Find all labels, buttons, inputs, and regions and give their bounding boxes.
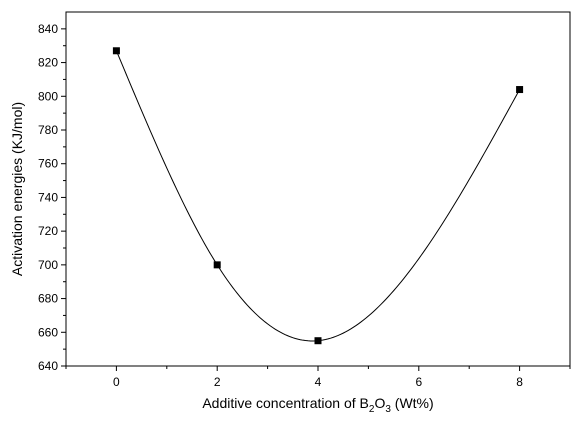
y-tick-label: 800 (38, 89, 58, 103)
x-axis-label: Additive concentration of B2O3 (Wt%) (202, 395, 433, 415)
x-tick-label: 8 (516, 375, 523, 389)
x-tick-label: 2 (214, 375, 221, 389)
plot-area (65, 11, 571, 367)
y-tick-label: 720 (38, 224, 58, 238)
y-tick-label: 760 (38, 157, 58, 171)
data-point (516, 86, 524, 94)
x-axis-label-prefix: Additive concentration of B (202, 395, 369, 411)
x-tick-label: 0 (113, 375, 120, 389)
data-point (112, 47, 120, 55)
x-axis-ticks: 0 2 4 6 8 (65, 366, 571, 389)
y-tick-label: 840 (38, 22, 58, 36)
y-tick-label: 660 (38, 325, 58, 339)
x-axis-label-o: O (374, 395, 385, 411)
y-axis-label: Activation energies (KJ/mol) (9, 102, 25, 276)
x-tick-label: 4 (315, 375, 322, 389)
x-axis-label-sub-1: 2 (369, 404, 375, 415)
y-tick-label: 680 (38, 292, 58, 306)
y-tick-label: 780 (38, 123, 58, 137)
data-markers (112, 47, 524, 345)
x-tick-label: 6 (415, 375, 422, 389)
y-tick-label: 820 (38, 56, 58, 70)
data-point (314, 337, 322, 345)
x-axis-label-sub-2: 3 (385, 404, 391, 415)
y-tick-label: 740 (38, 190, 58, 204)
y-tick-label: 700 (38, 258, 58, 272)
data-point (213, 261, 221, 269)
y-axis-ticks: 640 660 680 700 720 740 760 780 800 820 840 (38, 22, 66, 373)
x-axis-label-suffix: (Wt%) (391, 395, 434, 411)
y-tick-label: 640 (38, 359, 58, 373)
